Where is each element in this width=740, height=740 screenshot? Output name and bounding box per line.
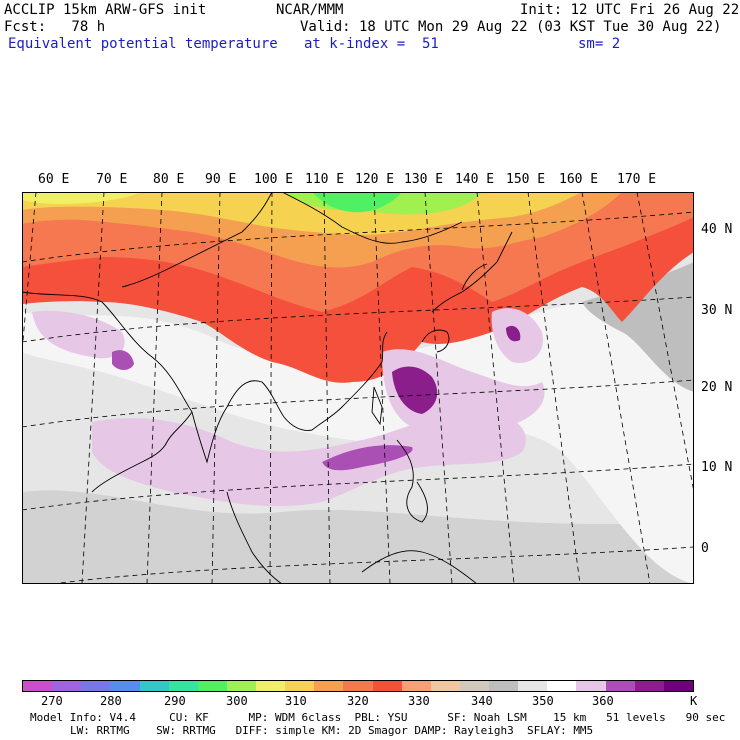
k-index-label: at k-index = 51 — [304, 36, 439, 52]
cbar-tick-280: 280 — [100, 694, 122, 708]
cbar-tick-340: 340 — [471, 694, 493, 708]
field-lavender-region — [92, 415, 526, 507]
smoothing-label: sm= 2 — [578, 36, 621, 52]
cbar-tick-300: 300 — [226, 694, 248, 708]
field-gray-south — [22, 490, 694, 584]
lon-label-140e: 140 E — [455, 172, 495, 187]
field-green-region — [312, 192, 402, 213]
cbar-tick-350: 350 — [532, 694, 554, 708]
colorbar-swatch-14 — [430, 681, 460, 691]
field-red-east — [582, 222, 694, 322]
lon-label-130e: 130 E — [404, 172, 444, 187]
cbar-tick-290: 290 — [164, 694, 186, 708]
lat-label-30n: 30 N — [701, 303, 733, 318]
theta-e-map — [22, 192, 694, 584]
field-purple-spot — [506, 325, 521, 342]
colorbar-swatch-6 — [197, 681, 227, 691]
colorbar-swatch-4 — [139, 681, 169, 691]
colorbar-swatch-20 — [605, 681, 635, 691]
lat-label-20n: 20 N — [701, 380, 733, 395]
cbar-tick-310: 310 — [285, 694, 307, 708]
model-title: ACCLIP 15km ARW-GFS init — [4, 2, 207, 18]
lon-label-70e: 70 E — [96, 172, 128, 187]
colorbar-swatch-10 — [314, 681, 344, 691]
model-info-line2: LW: RRTMG SW: RRTMG DIFF: simple KM: 2D … — [70, 724, 594, 737]
colorbar-swatch-12 — [372, 681, 402, 691]
colorbar-swatch-15 — [459, 681, 489, 691]
colorbar-swatch-19 — [576, 681, 606, 691]
lon-label-60e: 60 E — [38, 172, 70, 187]
colorbar-swatch-11 — [343, 681, 373, 691]
colorbar-swatch-2 — [81, 681, 111, 691]
colorbar-swatch-13 — [401, 681, 431, 691]
field-name: Equivalent potential temperature — [8, 36, 278, 52]
colorbar-swatch-21 — [634, 681, 664, 691]
colorbar — [22, 680, 694, 692]
colorbar-swatch-1 — [52, 681, 82, 691]
colorbar-swatch-22 — [663, 681, 693, 691]
lat-label-10n: 10 N — [701, 460, 733, 475]
lon-label-160e: 160 E — [559, 172, 599, 187]
cbar-tick-360: 360 — [592, 694, 614, 708]
forecast-hour: Fcst: 78 h — [4, 19, 106, 35]
organization-label: NCAR/MMM — [276, 2, 344, 18]
valid-time: Valid: 18 UTC Mon 29 Aug 22 (03 KST Tue … — [300, 19, 722, 35]
field-yellow-northwest — [22, 192, 142, 204]
model-info-line1: Model Info: V4.4 CU: KF MP: WDM 6class P… — [30, 711, 726, 724]
lon-label-100e: 100 E — [254, 172, 294, 187]
colorbar-swatch-17 — [518, 681, 548, 691]
colorbar-swatch-16 — [489, 681, 519, 691]
coastlines — [22, 192, 513, 584]
lon-label-170e: 170 E — [617, 172, 657, 187]
lon-label-110e: 110 E — [305, 172, 345, 187]
cbar-tick-330: 330 — [408, 694, 430, 708]
cbar-tick-320: 320 — [347, 694, 369, 708]
field-purple-band — [322, 445, 413, 471]
colorbar-swatch-3 — [110, 681, 140, 691]
colorbar-swatch-18 — [547, 681, 577, 691]
field-purple-india — [112, 350, 134, 370]
colorbar-swatch-7 — [226, 681, 256, 691]
colorbar-swatch-8 — [256, 681, 286, 691]
map-frame — [22, 192, 694, 584]
lat-label-0: 0 — [701, 541, 709, 556]
lon-label-80e: 80 E — [153, 172, 185, 187]
colorbar-swatch-0 — [23, 681, 53, 691]
graticule — [22, 192, 694, 584]
cbar-tick-270: 270 — [41, 694, 63, 708]
field-purple-core — [392, 366, 438, 414]
colorbar-swatch-9 — [285, 681, 315, 691]
lon-label-120e: 120 E — [355, 172, 395, 187]
init-time: Init: 12 UTC Fri 26 Aug 22 — [520, 2, 740, 18]
cbar-unit: K — [690, 694, 698, 708]
lat-label-40n: 40 N — [701, 222, 733, 237]
colorbar-swatch-5 — [168, 681, 198, 691]
lon-label-90e: 90 E — [205, 172, 237, 187]
lon-label-150e: 150 E — [506, 172, 546, 187]
